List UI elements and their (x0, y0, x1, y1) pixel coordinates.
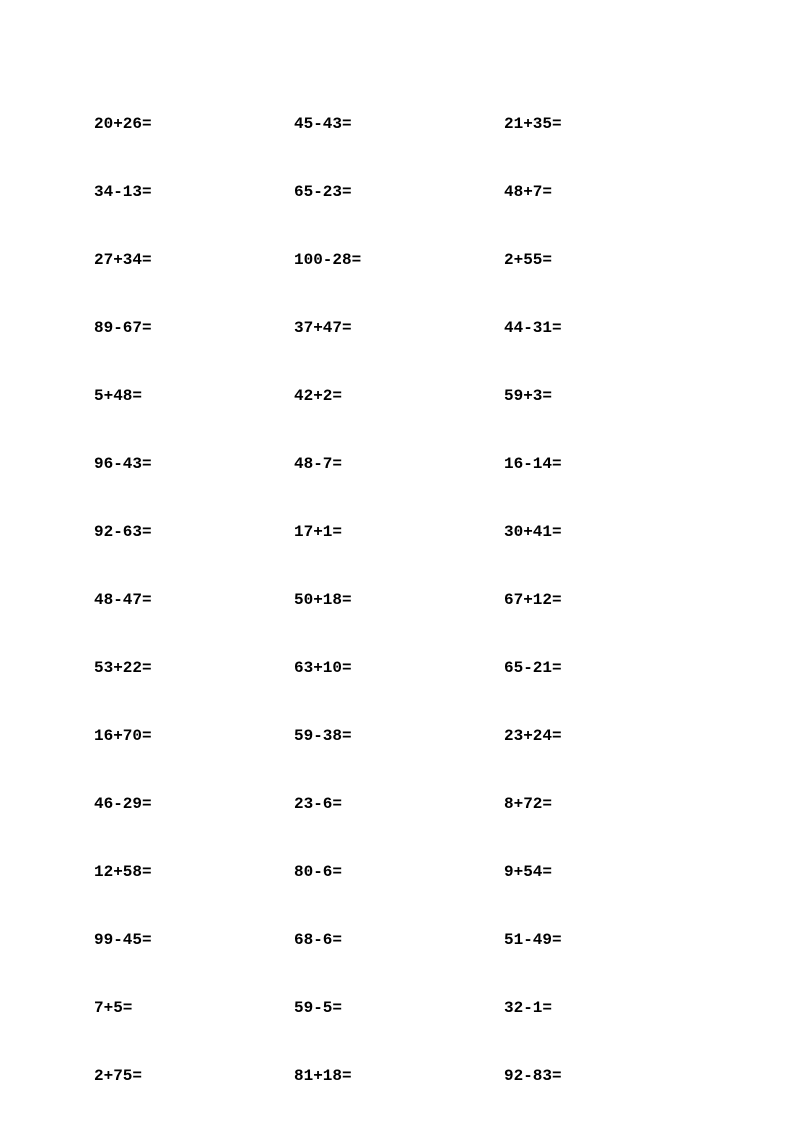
math-problem: 53+22= (94, 659, 294, 677)
math-problem: 80-6= (294, 863, 494, 881)
math-problem: 5+48= (94, 387, 294, 405)
math-problem: 16+70= (94, 727, 294, 745)
math-problem: 8+72= (494, 795, 694, 813)
math-worksheet: 20+26= 45-43= 21+35= 34-13= 65-23= 48+7=… (94, 115, 750, 1085)
math-problem: 2+75= (94, 1067, 294, 1085)
math-problem: 27+34= (94, 251, 294, 269)
math-problem: 42+2= (294, 387, 494, 405)
math-problem: 48-7= (294, 455, 494, 473)
math-problem: 63+10= (294, 659, 494, 677)
math-problem: 44-31= (494, 319, 694, 337)
math-problem: 12+58= (94, 863, 294, 881)
math-problem: 68-6= (294, 931, 494, 949)
math-problem: 16-14= (494, 455, 694, 473)
math-problem: 30+41= (494, 523, 694, 541)
math-problem: 34-13= (94, 183, 294, 201)
math-problem: 45-43= (294, 115, 494, 133)
math-problem: 50+18= (294, 591, 494, 609)
math-problem: 21+35= (494, 115, 694, 133)
math-problem: 100-28= (294, 251, 494, 269)
math-problem: 99-45= (94, 931, 294, 949)
math-problem: 48-47= (94, 591, 294, 609)
math-problem: 37+47= (294, 319, 494, 337)
math-problem: 96-43= (94, 455, 294, 473)
math-problem: 48+7= (494, 183, 694, 201)
math-problem: 9+54= (494, 863, 694, 881)
math-problem: 7+5= (94, 999, 294, 1017)
math-problem: 20+26= (94, 115, 294, 133)
math-problem: 92-83= (494, 1067, 694, 1085)
math-problem: 23-6= (294, 795, 494, 813)
math-problem: 65-23= (294, 183, 494, 201)
math-problem: 23+24= (494, 727, 694, 745)
math-problem: 92-63= (94, 523, 294, 541)
math-problem: 32-1= (494, 999, 694, 1017)
math-problem: 17+1= (294, 523, 494, 541)
math-problem: 51-49= (494, 931, 694, 949)
math-problem: 65-21= (494, 659, 694, 677)
math-problem: 59-5= (294, 999, 494, 1017)
math-problem: 59+3= (494, 387, 694, 405)
math-problem: 46-29= (94, 795, 294, 813)
math-problem: 2+55= (494, 251, 694, 269)
math-problem: 81+18= (294, 1067, 494, 1085)
math-problem: 67+12= (494, 591, 694, 609)
math-problem: 59-38= (294, 727, 494, 745)
math-problem: 89-67= (94, 319, 294, 337)
